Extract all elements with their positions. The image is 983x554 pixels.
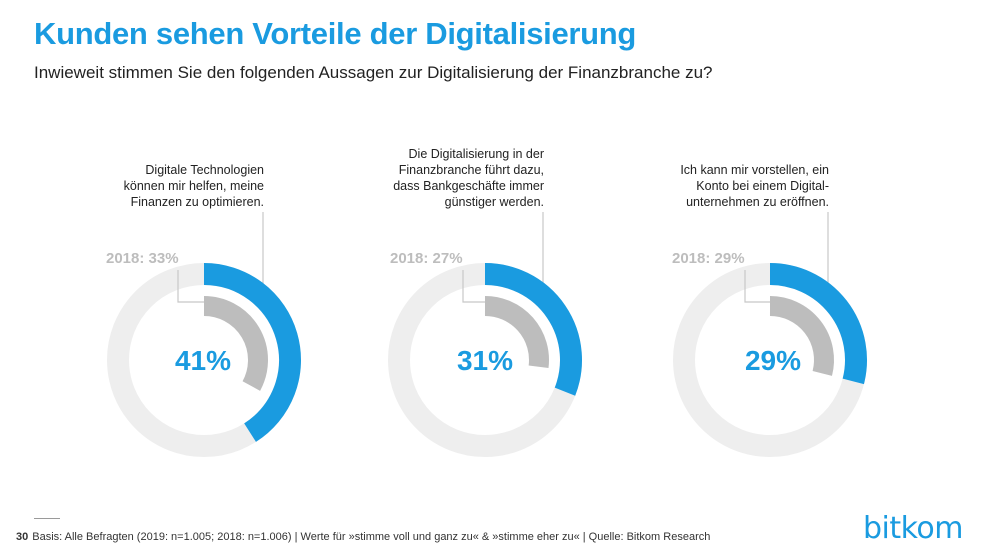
donut-panel-digitalunternehmen: Ich kann mir vorstellen, ein Konto bei e…	[565, 0, 867, 460]
previous-leader-line	[744, 270, 770, 303]
previous-year-label: 2018: 27%	[390, 250, 463, 267]
previous-value-arc	[484, 296, 549, 369]
statement-line: Digitale Technologien	[145, 163, 264, 177]
statement-text: Die Digitalisierung in der Finanzbranche…	[393, 146, 544, 210]
current-value-label: 31%	[456, 345, 514, 376]
current-value-label: 41%	[174, 345, 232, 376]
page-number: 30	[16, 531, 29, 543]
donut-chart	[673, 212, 867, 457]
previous-year-label: 2018: 33%	[106, 250, 179, 267]
previous-value-arc	[203, 296, 268, 391]
previous-value-arc	[769, 296, 834, 376]
current-value-arc	[769, 263, 867, 385]
footer-divider	[34, 518, 60, 519]
statement-line: Konto bei einem Digital-	[696, 179, 829, 193]
previous-leader-line	[177, 270, 204, 303]
statement-line: Finanzen zu optimieren.	[130, 195, 264, 209]
previous-year-label: 2018: 29%	[672, 250, 745, 267]
donut-panel-digitale-technologien: Digitale Technologien können mir helfen,…	[0, 0, 301, 460]
statement-line: unternehmen zu eröffnen.	[686, 195, 829, 209]
statement-text: Ich kann mir vorstellen, ein Konto bei e…	[680, 162, 829, 210]
footer-note: 30 Basis: Alle Befragten (2019: n=1.005; …	[16, 531, 710, 543]
statement-line: Finanzbranche führt dazu,	[398, 163, 544, 177]
previous-leader-line	[462, 270, 485, 303]
statement-line: günstiger werden.	[444, 195, 544, 209]
current-value-label: 29%	[744, 345, 802, 376]
statement-line: können mir helfen, meine	[123, 179, 264, 193]
page-subtitle: Inwieweit stimmen Sie den folgenden Auss…	[34, 63, 713, 82]
statement-text: Digitale Technologien können mir helfen,…	[124, 162, 264, 210]
current-value-arc	[484, 263, 582, 396]
donut-chart	[388, 212, 582, 457]
donut-chart	[107, 212, 301, 457]
current-value-arc	[203, 263, 301, 442]
donut-panel-bankgeschaefte: Die Digitalisierung in der Finanzbranche…	[280, 0, 582, 460]
page-title: Kunden sehen Vorteile der Digitalisierun…	[34, 16, 637, 51]
statement-line: Die Digitalisierung in der	[408, 147, 544, 161]
footer-source-text: Basis: Alle Befragten (2019: n=1.005; 20…	[32, 531, 711, 543]
statement-line: Ich kann mir vorstellen, ein	[680, 163, 829, 177]
statement-line: dass Bankgeschäfte immer	[393, 179, 544, 193]
bitkom-logo: bitkom	[862, 511, 964, 546]
